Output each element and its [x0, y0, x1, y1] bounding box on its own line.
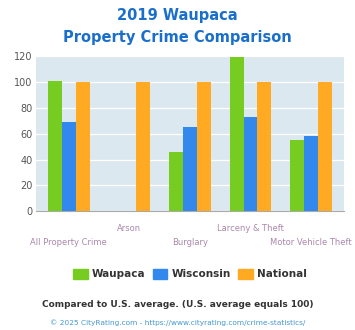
Bar: [62, 122, 76, 211]
Bar: [244, 117, 257, 211]
Text: Larceny & Theft: Larceny & Theft: [217, 224, 284, 233]
Text: Compared to U.S. average. (U.S. average equals 100): Compared to U.S. average. (U.S. average …: [42, 300, 313, 309]
Bar: [318, 82, 332, 211]
Bar: [183, 127, 197, 211]
Text: Motor Vehicle Theft: Motor Vehicle Theft: [270, 238, 352, 247]
Bar: [230, 57, 244, 211]
Text: Property Crime Comparison: Property Crime Comparison: [63, 30, 292, 45]
Bar: [48, 81, 62, 211]
Bar: [197, 82, 211, 211]
Bar: [290, 140, 304, 211]
Legend: Waupaca, Wisconsin, National: Waupaca, Wisconsin, National: [69, 265, 311, 283]
Bar: [257, 82, 271, 211]
Bar: [136, 82, 150, 211]
Text: Arson: Arson: [117, 224, 141, 233]
Bar: [304, 136, 318, 211]
Bar: [169, 152, 183, 211]
Text: © 2025 CityRating.com - https://www.cityrating.com/crime-statistics/: © 2025 CityRating.com - https://www.city…: [50, 319, 305, 326]
Text: Burglary: Burglary: [172, 238, 208, 247]
Bar: [76, 82, 90, 211]
Text: 2019 Waupaca: 2019 Waupaca: [117, 8, 238, 23]
Text: All Property Crime: All Property Crime: [31, 238, 107, 247]
